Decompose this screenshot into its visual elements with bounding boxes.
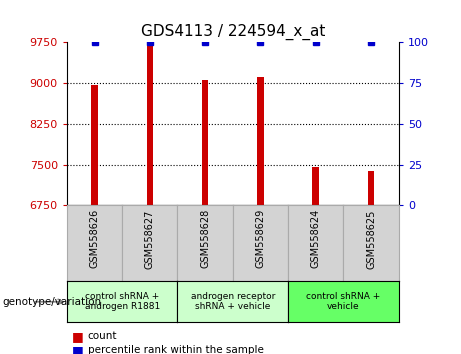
- Bar: [91, 85, 98, 205]
- Text: genotype/variation: genotype/variation: [2, 297, 101, 307]
- Text: percentile rank within the sample: percentile rank within the sample: [88, 346, 264, 354]
- Bar: [202, 80, 208, 205]
- Text: GSM558627: GSM558627: [145, 209, 155, 268]
- Bar: [147, 44, 153, 205]
- Text: androgen receptor
shRNA + vehicle: androgen receptor shRNA + vehicle: [190, 292, 275, 312]
- Text: control shRNA +
vehicle: control shRNA + vehicle: [306, 292, 381, 312]
- Text: GSM558626: GSM558626: [89, 209, 100, 268]
- Text: GSM558628: GSM558628: [200, 209, 210, 268]
- Text: ■: ■: [71, 344, 83, 354]
- Text: control shRNA +
androgen R1881: control shRNA + androgen R1881: [84, 292, 160, 312]
- Text: GSM558625: GSM558625: [366, 209, 376, 268]
- Text: GSM558624: GSM558624: [311, 209, 321, 268]
- Bar: [368, 171, 374, 205]
- Title: GDS4113 / 224594_x_at: GDS4113 / 224594_x_at: [141, 23, 325, 40]
- Bar: [313, 167, 319, 205]
- Text: count: count: [88, 331, 117, 341]
- Text: ■: ■: [71, 330, 83, 343]
- Bar: [257, 77, 264, 205]
- Text: GSM558629: GSM558629: [255, 209, 266, 268]
